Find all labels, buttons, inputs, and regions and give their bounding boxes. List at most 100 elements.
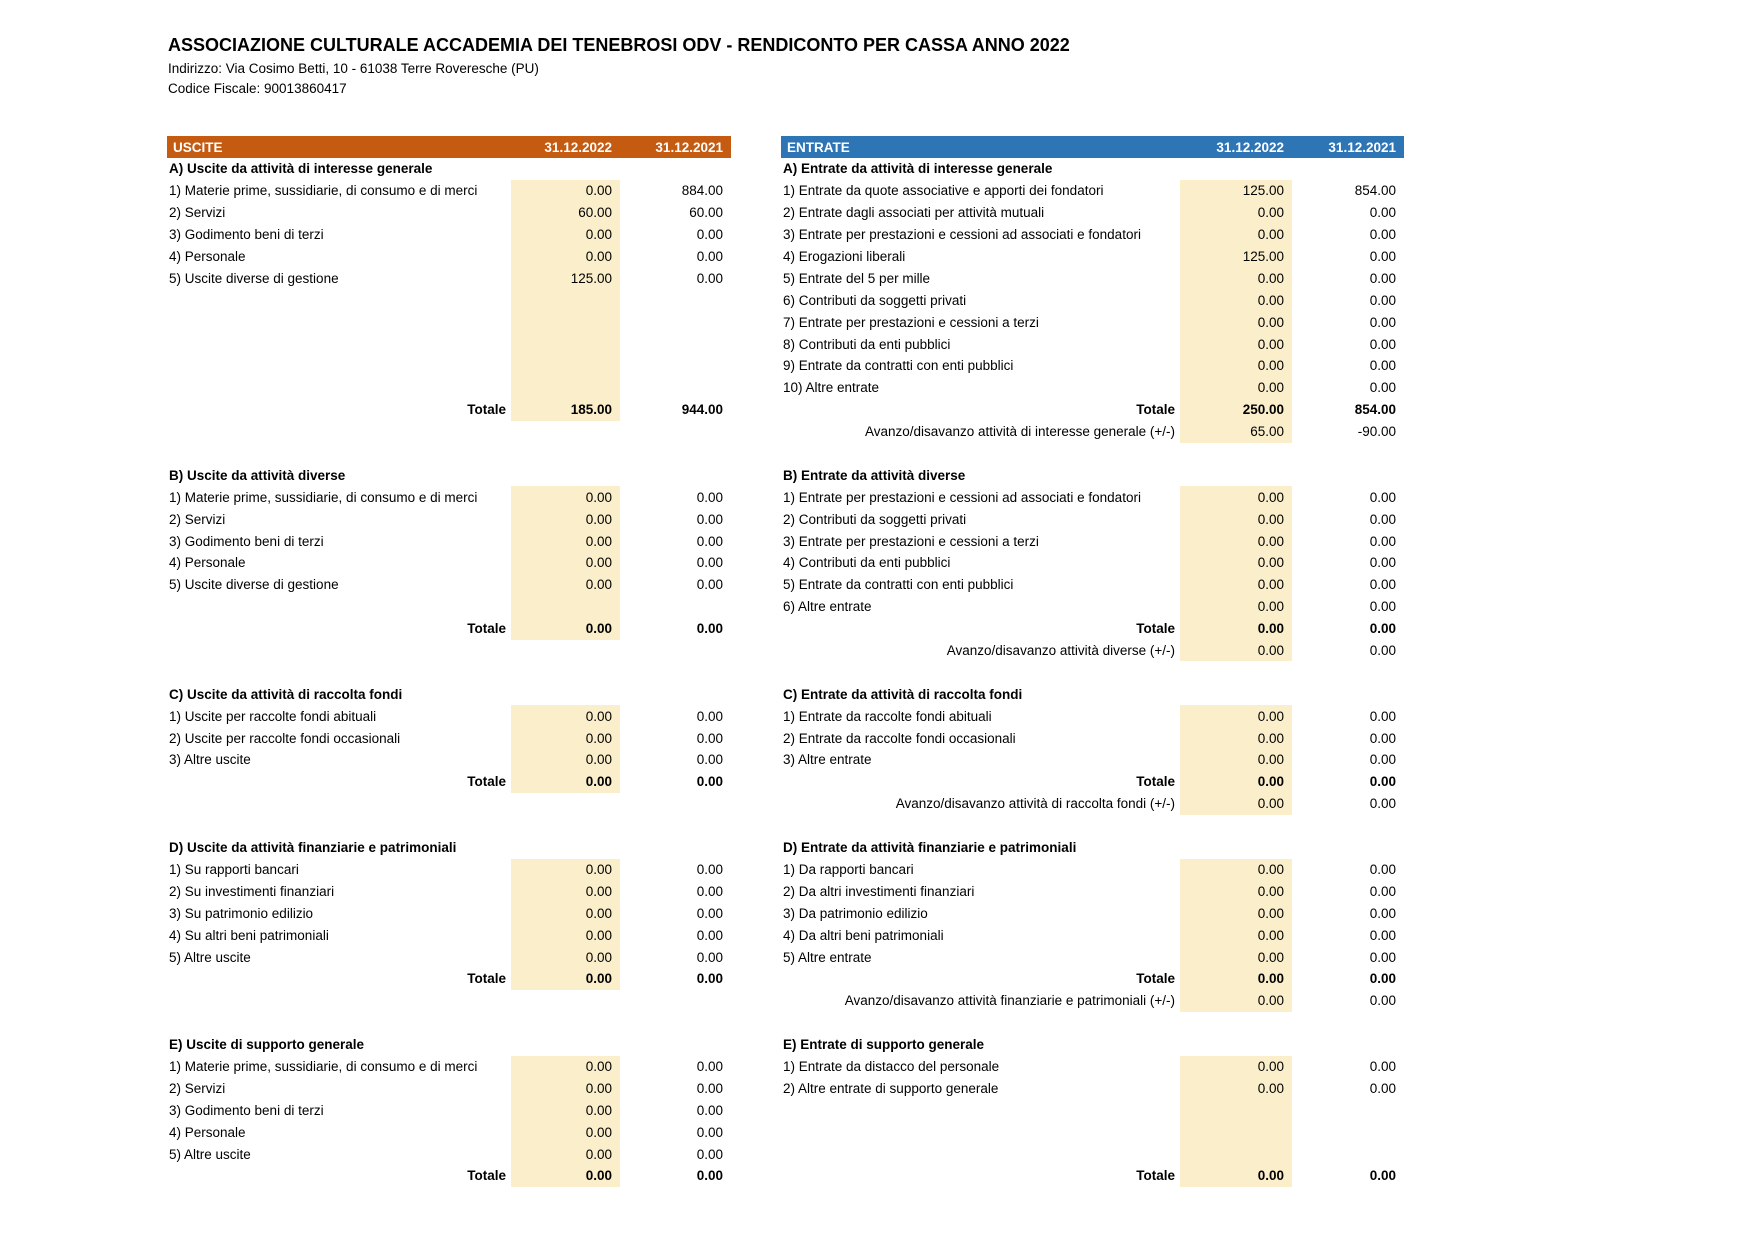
value-2022: 0.00 <box>1180 376 1292 399</box>
section-gap-row <box>167 815 731 837</box>
item-row: 4) Personale 0.00 0.00 <box>167 245 731 268</box>
item-label: 2) Entrate dagli associati per attività … <box>783 205 1045 221</box>
totale-value-2022: 0.00 <box>511 1164 620 1187</box>
value-2021: 0.00 <box>696 1102 723 1118</box>
uscite-column-header-2022: 31.12.2022 <box>544 139 612 155</box>
totale-label: Totale <box>1136 621 1175 637</box>
item-row: 3) Da patrimonio edilizio 0.00 0.00 <box>781 902 1404 925</box>
totale-value-2022: 0.00 <box>511 770 620 793</box>
value-2021: 0.00 <box>696 883 723 899</box>
spacer-row <box>167 793 731 815</box>
item-row: 5) Altre entrate 0.00 0.00 <box>781 946 1404 968</box>
item-row: 3) Entrate per prestazioni e cessioni ad… <box>781 223 1404 246</box>
item-row: 1) Materie prime, sussidiarie, di consum… <box>167 486 731 509</box>
avanzo-label: Avanzo/disavanzo attività finanziarie e … <box>844 993 1175 1009</box>
section-header-row: C) Entrate da attività di raccolta fondi <box>781 683 1404 705</box>
section-gap-row <box>781 1012 1404 1034</box>
item-row: 5) Altre uscite 0.00 0.00 <box>167 946 731 968</box>
section-gap-row <box>167 443 731 465</box>
totale-value-2022: 0.00 <box>511 967 620 990</box>
item-label: 5) Entrate da contratti con enti pubblic… <box>783 577 1014 593</box>
value-2021: 0.00 <box>1369 599 1396 615</box>
item-row: 1) Entrate per prestazioni e cessioni ad… <box>781 486 1404 509</box>
value-2021: 0.00 <box>696 1080 723 1096</box>
value-2021: 0.00 <box>696 249 723 264</box>
value-2022: 0.00 <box>511 508 620 531</box>
blank-value-2022 <box>511 311 620 334</box>
item-row: 1) Materie prime, sussidiarie, di consum… <box>167 179 731 202</box>
uscite-table-body: A) Uscite da attività di interesse gener… <box>167 158 731 1187</box>
totale-row: Totale 0.00 0.00 <box>781 770 1404 793</box>
totale-row: Totale 0.00 0.00 <box>167 1164 731 1187</box>
totale-value-2021: 0.00 <box>696 971 723 987</box>
totale-label: Totale <box>467 774 506 790</box>
value-2022: 0.00 <box>1180 267 1292 290</box>
avanzo-value-2021: -90.00 <box>1357 424 1396 440</box>
avanzo-row: Avanzo/disavanzo attività di raccolta fo… <box>781 792 1404 815</box>
section-header-row: D) Uscite da attività finanziarie e patr… <box>167 837 731 859</box>
value-2022: 0.00 <box>511 924 620 947</box>
document-title: ASSOCIAZIONE CULTURALE ACCADEMIA DEI TEN… <box>168 35 1070 55</box>
section-title: C) Entrate da attività di raccolta fondi <box>783 686 1023 702</box>
totale-value-2021: 854.00 <box>1354 402 1396 418</box>
value-2022: 0.00 <box>511 223 620 246</box>
item-row: 5) Altre uscite 0.00 0.00 <box>167 1143 731 1165</box>
item-label: 4) Contributi da enti pubblici <box>783 555 951 571</box>
avanzo-label: Avanzo/disavanzo attività diverse (+/-) <box>946 643 1175 659</box>
item-row: 3) Godimento beni di terzi 0.00 0.00 <box>167 223 731 246</box>
entrate-header-bar: ENTRATE 31.12.2022 31.12.2021 <box>781 136 1404 158</box>
item-label: 5) Altre uscite <box>169 949 251 965</box>
spacer-row <box>167 640 731 662</box>
value-2022: 0.00 <box>1180 595 1292 618</box>
document-header: ASSOCIAZIONE CULTURALE ACCADEMIA DEI TEN… <box>168 32 1070 99</box>
item-row: 7) Entrate per prestazioni e cessioni a … <box>781 311 1404 334</box>
blank-value-2022 <box>511 289 620 312</box>
item-row: 1) Entrate da distacco del personale 0.00… <box>781 1055 1404 1078</box>
totale-label: Totale <box>467 402 506 418</box>
item-row: 2) Servizi 60.00 60.00 <box>167 201 731 224</box>
totale-label: Totale <box>1136 402 1175 418</box>
item-label: 6) Contributi da soggetti privati <box>783 292 967 308</box>
section-title: B) Entrate da attività diverse <box>783 467 966 483</box>
item-row: 3) Godimento beni di terzi 0.00 0.00 <box>167 530 731 553</box>
value-2021: 0.00 <box>1369 314 1396 330</box>
value-2022: 0.00 <box>1180 573 1292 596</box>
value-2022: 125.00 <box>511 267 620 290</box>
value-2021: 0.00 <box>1369 249 1396 264</box>
item-row: 2) Su investimenti finanziari 0.00 0.00 <box>167 880 731 903</box>
item-label: 3) Godimento beni di terzi <box>169 1102 324 1118</box>
item-label: 1) Uscite per raccolte fondi abituali <box>169 708 377 724</box>
value-2022: 0.00 <box>511 749 620 771</box>
item-label: 3) Da patrimonio edilizio <box>783 905 928 921</box>
value-2021: 0.00 <box>1369 292 1396 308</box>
item-row: 2) Da altri investimenti finanziari 0.00 0… <box>781 880 1404 903</box>
item-row: 6) Altre entrate 0.00 0.00 <box>781 595 1404 618</box>
value-2022: 0.00 <box>511 1077 620 1100</box>
item-label: 3) Entrate per prestazioni e cessioni a … <box>783 533 1039 549</box>
item-label: 6) Altre entrate <box>783 599 872 615</box>
item-label: 4) Da altri beni patrimoniali <box>783 927 944 943</box>
totale-value-2021: 0.00 <box>1369 971 1396 987</box>
blank-row <box>167 376 731 399</box>
item-row: 4) Erogazioni liberali 125.00 0.00 <box>781 245 1404 268</box>
value-2021: 0.00 <box>696 905 723 921</box>
value-2022: 0.00 <box>511 573 620 596</box>
blank-value-2022 <box>511 355 620 377</box>
avanzo-value-2022: 65.00 <box>1180 420 1292 443</box>
section-title: E) Entrate di supporto generale <box>783 1037 985 1053</box>
item-row: 3) Su patrimonio edilizio 0.00 0.00 <box>167 902 731 925</box>
section-title: C) Uscite da attività di raccolta fondi <box>169 686 403 702</box>
value-2021: 0.00 <box>1369 358 1396 374</box>
totale-value-2022: 0.00 <box>1180 770 1292 793</box>
blank-value-2022 <box>1180 1121 1292 1144</box>
item-row: 9) Entrate da contratti con enti pubblic… <box>781 355 1404 377</box>
item-row: 1) Uscite per raccolte fondi abituali 0.0… <box>167 705 731 728</box>
item-row: 3) Altre uscite 0.00 0.00 <box>167 749 731 771</box>
totale-value-2021: 0.00 <box>1369 1168 1396 1184</box>
section-title: D) Entrate da attività finanziarie e pat… <box>783 840 1077 856</box>
item-label: 2) Uscite per raccolte fondi occasionali <box>169 730 401 746</box>
value-2021: 0.00 <box>1369 270 1396 286</box>
item-row: 2) Servizi 0.00 0.00 <box>167 1077 731 1100</box>
item-label: 1) Entrate da raccolte fondi abituali <box>783 708 992 724</box>
